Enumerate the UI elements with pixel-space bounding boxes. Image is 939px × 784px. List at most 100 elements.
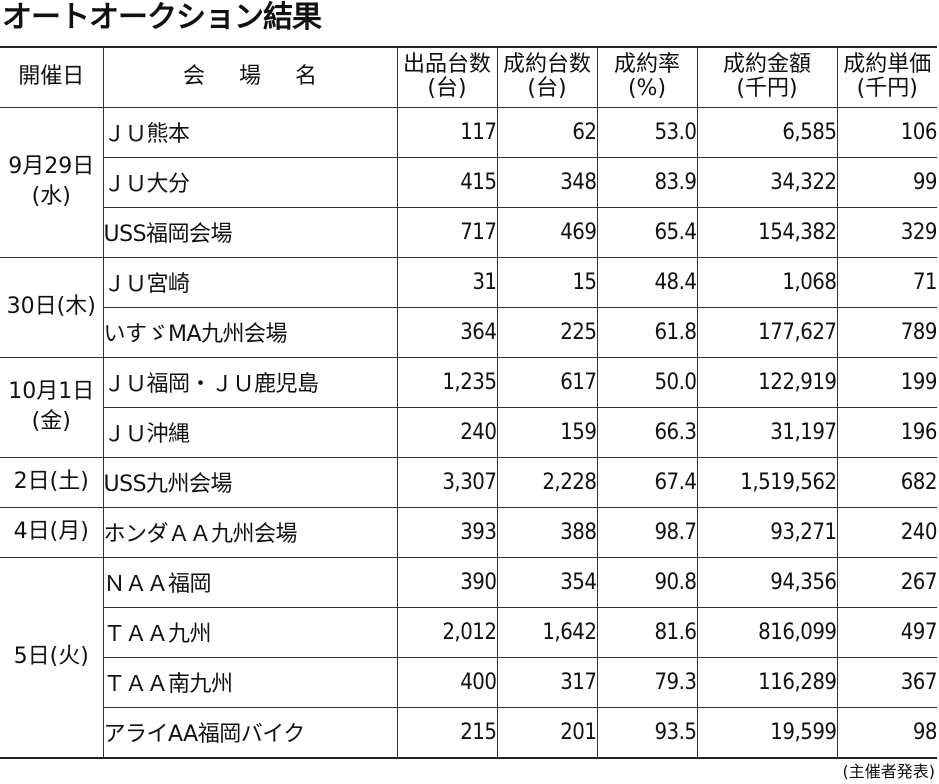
- unit-price-cell: 367: [836, 656, 937, 708]
- unit-price-cell: 267: [836, 556, 937, 608]
- listed-cell: 390: [396, 556, 498, 608]
- listed-cell: 215: [396, 706, 498, 758]
- table-row: 4日(月) ホンダＡＡ九州会場 393 388 98.7 93,271 240: [0, 506, 937, 558]
- amount-cell: 177,627: [696, 306, 838, 358]
- amount-cell: 154,382: [696, 206, 838, 258]
- amount-cell: 93,271: [696, 506, 838, 558]
- venue-cell: ＪＵ宮崎: [102, 256, 398, 308]
- date-text: 10月1日: [8, 379, 95, 404]
- weekday-text: (金): [31, 409, 71, 434]
- listed-cell: 400: [396, 656, 498, 708]
- table-row: アライAA福岡バイク 215 201 93.5 19,599 98: [0, 706, 937, 758]
- header-amount-label: 成約金額: [722, 52, 811, 78]
- header-amount: 成約金額 (千円): [696, 46, 838, 108]
- unit-price-cell: 98: [836, 706, 937, 758]
- header-sold: 成約台数 (台): [496, 46, 598, 108]
- sold-cell: 617: [496, 356, 598, 408]
- table-row: いすゞMA九州会場 364 225 61.8 177,627 789: [0, 306, 937, 358]
- amount-cell: 116,289: [696, 656, 838, 708]
- unit-price-cell: 240: [836, 506, 937, 558]
- header-amount-unit: (千円): [736, 76, 798, 102]
- amount-cell: 34,322: [696, 156, 838, 208]
- rate-cell: 81.6: [596, 606, 698, 658]
- sold-cell: 388: [496, 506, 598, 558]
- rate-cell: 48.4: [596, 256, 698, 308]
- rate-cell: 93.5: [596, 706, 698, 758]
- amount-cell: 1,519,562: [696, 456, 838, 508]
- table-row: 5日(火) ＮＡＡ福岡 390 354 90.8 94,356 267: [0, 556, 937, 758]
- listed-cell: 31: [396, 256, 498, 308]
- sold-cell: 225: [496, 306, 598, 358]
- amount-cell: 6,585: [696, 106, 838, 158]
- date-cell: 30日(木): [0, 256, 104, 358]
- unit-price-cell: 682: [836, 456, 937, 508]
- venue-cell: ＪＵ熊本: [102, 106, 398, 158]
- rate-cell: 66.3: [596, 406, 698, 458]
- unit-price-cell: 329: [836, 206, 937, 258]
- header-rate-unit: (%): [627, 76, 667, 102]
- listed-cell: 3,307: [396, 456, 498, 508]
- unit-price-cell: 106: [836, 106, 937, 158]
- rate-cell: 50.0: [596, 356, 698, 408]
- amount-cell: 31,197: [696, 406, 838, 458]
- listed-cell: 415: [396, 156, 498, 208]
- sold-cell: 201: [496, 706, 598, 758]
- venue-cell: ＪＵ大分: [103, 156, 398, 208]
- venue-cell: ＪＵ沖縄: [103, 406, 398, 458]
- rate-cell: 90.8: [596, 556, 698, 608]
- weekday-text: (水): [31, 184, 71, 209]
- header-sold-unit: (台): [527, 76, 567, 102]
- table-row: ＪＵ大分 415 348 83.9 34,322 99: [0, 156, 937, 208]
- header-listed-unit: (台): [427, 76, 467, 102]
- venue-cell: ＴＡＡ九州: [103, 606, 398, 658]
- header-listed-label: 出品台数: [402, 52, 491, 78]
- header-venue: 会場名: [102, 46, 398, 108]
- sold-cell: 348: [496, 156, 598, 208]
- venue-cell: USS福岡会場: [103, 206, 398, 258]
- rate-cell: 98.7: [596, 506, 698, 558]
- listed-cell: 717: [396, 206, 498, 258]
- sold-cell: 1,642: [496, 606, 598, 658]
- header-unit-price-unit: (千円): [856, 76, 918, 102]
- sold-cell: 317: [496, 656, 598, 708]
- venue-cell: ＴＡＡ南九州: [103, 656, 398, 708]
- rate-cell: 61.8: [596, 306, 698, 358]
- date-cell: 10月1日 (金): [0, 356, 104, 458]
- rate-cell: 79.3: [596, 656, 698, 708]
- listed-cell: 393: [396, 506, 498, 558]
- unit-price-cell: 199: [836, 356, 937, 408]
- date-cell: 4日(月): [0, 506, 104, 558]
- sold-cell: 159: [496, 406, 598, 458]
- header-unit-price: 成約単価 (千円): [836, 46, 937, 108]
- amount-cell: 816,099: [696, 606, 838, 658]
- date-cell: 9月29日 (水): [0, 106, 104, 258]
- venue-cell: ＪＵ福岡・ＪＵ鹿児島: [102, 356, 398, 408]
- unit-price-cell: 789: [836, 306, 937, 358]
- table-row: 2日(土) USS九州会場 3,307 2,228 67.4 1,519,562…: [0, 456, 937, 508]
- amount-cell: 1,068: [696, 256, 838, 308]
- amount-cell: 19,599: [696, 706, 838, 758]
- sold-cell: 354: [496, 556, 598, 608]
- unit-price-cell: 196: [836, 406, 937, 458]
- unit-price-cell: 71: [836, 256, 937, 308]
- sold-cell: 62: [496, 106, 598, 158]
- date-cell: 2日(土): [0, 456, 104, 508]
- listed-cell: 2,012: [396, 606, 498, 658]
- header-unit-price-label: 成約単価: [843, 52, 932, 78]
- page-title: オートオークション結果: [2, 0, 322, 35]
- header-date: 開催日: [0, 46, 104, 108]
- rate-cell: 53.0: [596, 106, 698, 158]
- listed-cell: 240: [396, 406, 498, 458]
- table-row: 9月29日 (水) ＪＵ熊本 117 62 53.0 6,585 106: [0, 106, 937, 258]
- date-cell: 5日(火): [0, 556, 104, 758]
- venue-cell: アライAA福岡バイク: [103, 706, 398, 758]
- header-row: 開催日 会場名 出品台数 (台) 成約台数 (台) 成約率 (%) 成約金額 (千円) …: [0, 46, 937, 108]
- sold-cell: 15: [496, 256, 598, 308]
- results-table: 開催日 会場名 出品台数 (台) 成約台数 (台) 成約率 (%) 成約金額 (千円) …: [0, 46, 937, 759]
- table-row: USS福岡会場 717 469 65.4 154,382 329: [0, 206, 937, 258]
- header-rate: 成約率 (%): [596, 46, 698, 108]
- date-text: 9月29日: [8, 154, 95, 179]
- venue-cell: USS九州会場: [102, 456, 398, 508]
- table-row: 10月1日 (金) ＪＵ福岡・ＪＵ鹿児島 1,235 617 50.0 122,9…: [0, 356, 937, 458]
- source-note: (主催者発表): [842, 762, 936, 781]
